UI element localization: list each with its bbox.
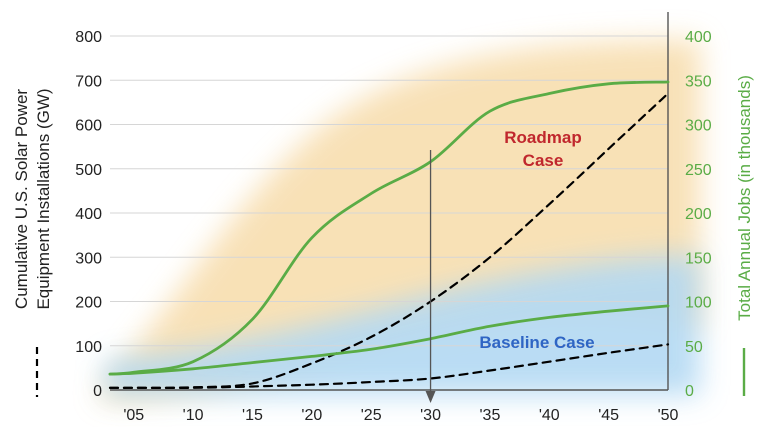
baseline-case-label: Baseline Case: [479, 333, 594, 352]
annotations: Roadmap Case Baseline Case: [425, 128, 595, 403]
y-right-tick-label: 350: [685, 73, 712, 90]
series: [108, 80, 670, 389]
baseline-jobs-line: [108, 304, 670, 376]
y-left-tick-label: 0: [93, 383, 102, 400]
y-right-tick-label: 200: [685, 206, 712, 223]
y-right-tick-label: 100: [685, 295, 712, 312]
y-left-tick-label: 400: [75, 206, 102, 223]
y-left-axis-label-line2: Equipment Installations (GW): [34, 88, 53, 309]
marker-2030-arrowhead: [425, 391, 436, 403]
y-left-axis-label-line1: Cumulative U.S. Solar Power: [12, 89, 31, 309]
y-right-tick-label: 300: [685, 118, 712, 135]
roadmap-case-label-line1: Roadmap: [504, 128, 581, 147]
roadmap-jobs-line: [108, 80, 670, 376]
x-tick-label: '20: [301, 407, 322, 424]
y-right-tick-label: 250: [685, 162, 712, 179]
y-left-tick-label: 800: [75, 29, 102, 46]
x-tick-label: '45: [598, 407, 619, 424]
baseline-glow: [105, 255, 700, 395]
y-left-tick-label: 200: [75, 295, 102, 312]
y-right-tick-label: 150: [685, 250, 712, 267]
y-left-tick-label: 700: [75, 73, 102, 90]
x-tick-label: '15: [242, 407, 263, 424]
x-tick-label: '10: [183, 407, 204, 424]
y-left-tick-label: 300: [75, 250, 102, 267]
y-left-tick-label: 100: [75, 339, 102, 356]
x-tick-label: '05: [123, 407, 144, 424]
y-right-tick-label: 0: [685, 383, 694, 400]
y-left-tick-label: 600: [75, 118, 102, 135]
x-tick-label: '25: [361, 407, 382, 424]
axes: 0 100 200 300 400 500 600 700 800 0 50 100 150 200 250…: [12, 12, 754, 424]
background-glow: [100, 40, 700, 400]
baseline-installations-line: [108, 343, 670, 389]
y-right-tick-label: 50: [685, 339, 703, 356]
x-tick-label: '30: [420, 407, 441, 424]
y-right-tick-label: 400: [685, 29, 712, 46]
y-left-tick-label: 500: [75, 162, 102, 179]
roadmap-case-label-line2: Case: [523, 151, 564, 170]
x-tick-label: '40: [539, 407, 560, 424]
x-tick-label: '35: [479, 407, 500, 424]
x-tick-label: '50: [658, 407, 679, 424]
y-right-axis-label: Total Annual Jobs (in thousands): [735, 75, 754, 321]
